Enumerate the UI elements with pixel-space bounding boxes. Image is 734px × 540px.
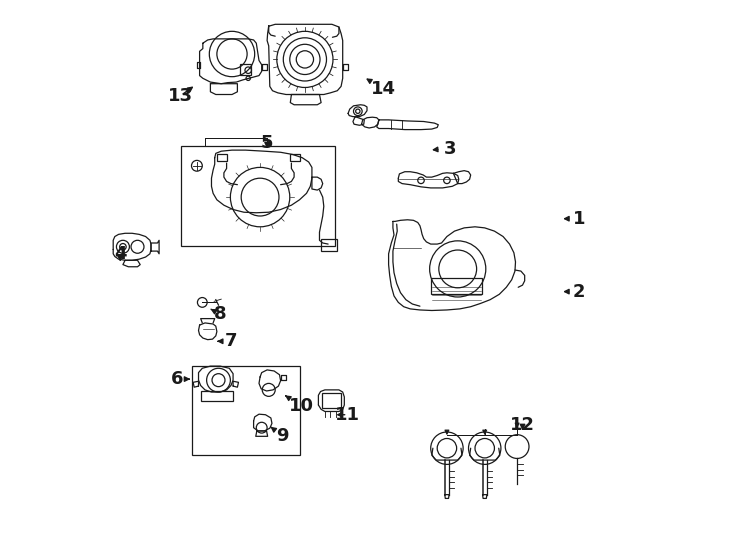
Text: 1: 1 — [564, 210, 586, 228]
Text: 10: 10 — [286, 396, 313, 415]
Text: 9: 9 — [271, 427, 288, 445]
Text: 12: 12 — [510, 416, 535, 434]
Text: 14: 14 — [367, 79, 396, 98]
Bar — [217, 154, 227, 161]
Text: 6: 6 — [171, 370, 189, 388]
Text: 4: 4 — [114, 245, 126, 263]
Text: 5: 5 — [261, 134, 273, 152]
Bar — [431, 278, 482, 294]
Bar — [321, 239, 338, 251]
Text: 2: 2 — [564, 282, 586, 301]
Text: 8: 8 — [211, 305, 226, 323]
Bar — [200, 391, 233, 401]
Text: 13: 13 — [168, 86, 193, 105]
Bar — [192, 366, 299, 455]
Bar — [291, 154, 300, 161]
Text: 7: 7 — [218, 332, 237, 350]
Text: 3: 3 — [433, 139, 456, 158]
Bar — [181, 146, 335, 246]
Bar — [321, 393, 341, 408]
Bar — [239, 64, 252, 75]
Text: 11: 11 — [335, 406, 360, 424]
